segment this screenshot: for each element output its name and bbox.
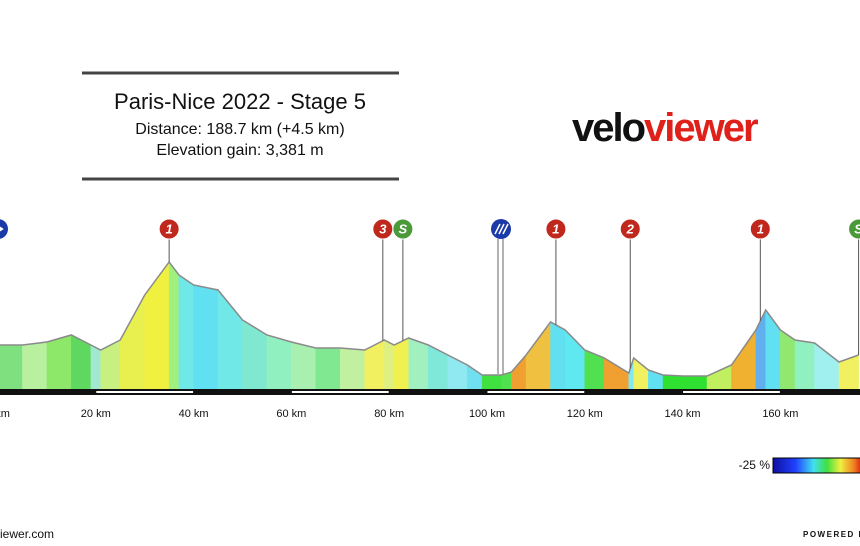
gradient-segment	[511, 354, 527, 393]
gradient-segment	[46, 334, 72, 393]
x-tick-label: 120 km	[567, 408, 603, 420]
logo-part: velo	[572, 106, 645, 150]
axis-stripe	[486, 391, 585, 393]
marker-label: S	[399, 221, 408, 236]
x-tick-label: 160 km	[762, 408, 798, 420]
footer-powered: POWERED BY	[803, 530, 860, 539]
marker	[545, 218, 567, 240]
footer-url: veloviewer.com	[0, 527, 54, 541]
start-icon	[0, 219, 8, 239]
gradient-segment	[340, 347, 365, 393]
gradient-segment	[648, 369, 664, 393]
profile-outline	[0, 260, 859, 377]
x-tick-label: 40 km	[179, 408, 209, 420]
gradient-segment	[22, 341, 48, 393]
gradient-label: -25 %	[739, 458, 771, 472]
gradient-segment	[765, 309, 781, 393]
marker-label: 1	[552, 221, 559, 236]
marker-label: 2	[626, 221, 635, 236]
logo-part: viewer	[644, 106, 758, 150]
axis-bar	[0, 389, 860, 395]
gradient-segment	[794, 339, 815, 393]
gradient-segment	[119, 294, 145, 393]
axis-stripe	[291, 391, 390, 393]
marker	[848, 218, 860, 240]
marker-label: 1	[166, 221, 173, 236]
gradient-segment	[144, 261, 170, 393]
gradient-segment	[467, 364, 483, 393]
gradient-segment	[178, 274, 194, 393]
gradient-segment	[384, 339, 395, 393]
marker-label: 1	[757, 221, 764, 236]
gradient-segment	[90, 344, 101, 393]
gradient-segment	[393, 337, 409, 393]
gradient-segment	[315, 347, 341, 393]
marker	[619, 218, 641, 240]
marker	[749, 218, 771, 240]
gradient-segment	[193, 284, 219, 393]
x-tick-label: 140 km	[665, 408, 701, 420]
x-tick-label: 100 km	[469, 408, 505, 420]
x-tick-label: 20 km	[81, 408, 111, 420]
feed-zone-icon	[491, 219, 511, 374]
subtitle: Distance: 188.7 km (+4.5 km)	[135, 121, 344, 138]
gradient-segment	[266, 334, 292, 393]
gradient-segment	[604, 357, 630, 393]
gradient-segment	[428, 344, 449, 393]
marker	[158, 218, 180, 240]
gradient-scale	[772, 457, 860, 474]
gradient-segment	[814, 342, 840, 393]
logo: veloviewer	[572, 106, 758, 150]
marker	[392, 218, 414, 240]
gradient-segment	[168, 261, 180, 393]
x-tick-label: 80 km	[374, 408, 404, 420]
axis-stripe	[95, 391, 194, 393]
gradient-segment	[755, 309, 766, 393]
gradient-segment	[242, 319, 268, 393]
profile: 0 km 20 km 40 km 60 km 80 km 100 km 120 km 140 …	[0, 218, 860, 420]
gradient-segment	[525, 321, 551, 393]
marker-label: S	[854, 221, 860, 236]
x-tick-label: 0 km	[0, 408, 10, 420]
gradient-segment	[706, 364, 732, 393]
gradient-segment	[291, 341, 317, 393]
marker-label: 3	[379, 221, 387, 236]
axis-stripe	[682, 391, 781, 393]
gradient-segment	[550, 321, 566, 393]
chart-title: Paris-Nice 2022 - Stage 5	[114, 89, 366, 114]
x-tick-label: 60 km	[276, 408, 306, 420]
gradient-segment	[408, 337, 429, 393]
gradient-segment	[0, 344, 23, 393]
subtitle: Elevation gain: 3,381 m	[156, 142, 323, 159]
